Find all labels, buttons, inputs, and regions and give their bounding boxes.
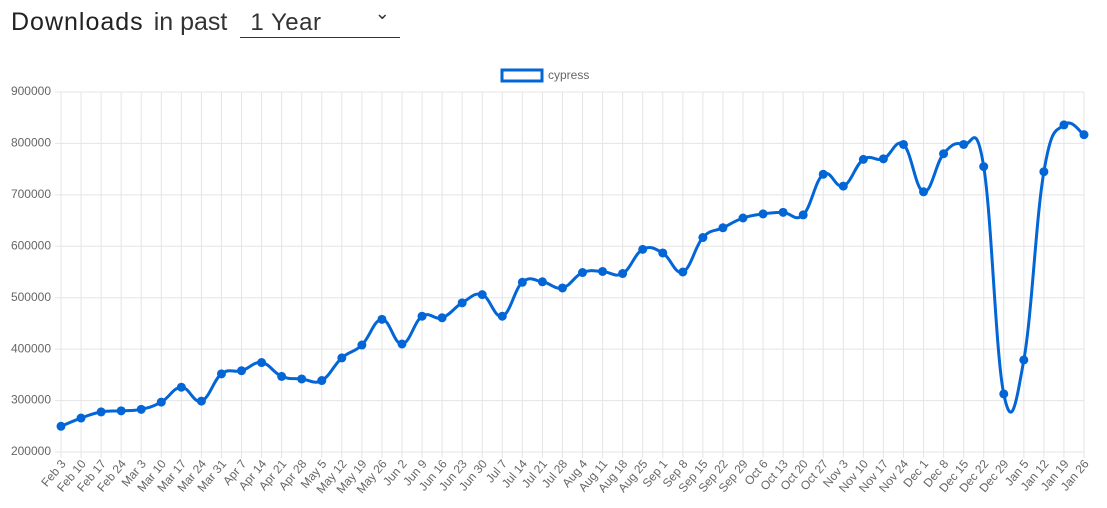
data-point [898,139,908,149]
data-point [216,369,226,379]
data-point [76,413,86,423]
y-tick-label: 500000 [11,290,51,304]
data-point [858,154,868,164]
data-point [999,389,1009,399]
data-point [557,283,567,293]
data-point [959,139,969,149]
data-point [116,406,126,416]
data-point [1019,355,1029,365]
data-point [56,421,66,431]
data-point [397,339,407,349]
data-point [1039,167,1049,177]
data-point [878,154,888,164]
data-point [738,213,748,223]
data-point [477,290,487,300]
data-point [277,371,287,381]
header: Downloads in past 1 Year [11,3,401,38]
y-tick-label: 300000 [11,393,51,407]
data-point [678,267,688,277]
data-point [517,277,527,287]
y-tick-label: 400000 [11,341,51,355]
legend-swatch [500,68,544,83]
data-point [497,311,507,321]
data-point [638,244,648,254]
data-point [237,366,247,376]
y-tick-label: 600000 [11,238,51,252]
data-point [196,396,206,406]
y-tick-label: 200000 [11,444,51,458]
data-point [96,407,106,417]
series-line [60,121,1085,428]
legend-label: cypress [548,68,589,82]
data-point [658,248,668,258]
data-point [377,314,387,324]
data-point [618,269,628,279]
data-point [979,162,989,172]
connector: in past [153,8,228,36]
data-point [357,340,367,350]
data-point [1059,120,1069,130]
y-tick-label: 800000 [11,136,51,150]
data-point [698,233,708,243]
data-point [176,382,186,392]
data-point [317,376,327,386]
data-point [156,397,166,407]
period-select[interactable]: 1 Year [240,3,401,38]
data-point [297,374,307,384]
title: Downloads [11,8,144,36]
data-point [337,353,347,363]
y-tick-label: 900000 [11,84,51,98]
data-point [919,187,929,197]
data-point [257,358,267,368]
data-point [136,404,146,414]
data-point [578,268,588,278]
data-point [718,223,728,233]
data-point [778,207,788,217]
y-tick-label: 700000 [11,187,51,201]
data-point [1079,130,1089,140]
data-point [818,169,828,179]
data-point [939,149,949,159]
data-point [838,181,848,191]
data-point [598,266,608,276]
data-point [798,210,808,220]
data-point [537,277,547,287]
data-point [457,298,467,308]
data-point [758,209,768,219]
data-point [417,311,427,321]
data-point [437,313,447,323]
